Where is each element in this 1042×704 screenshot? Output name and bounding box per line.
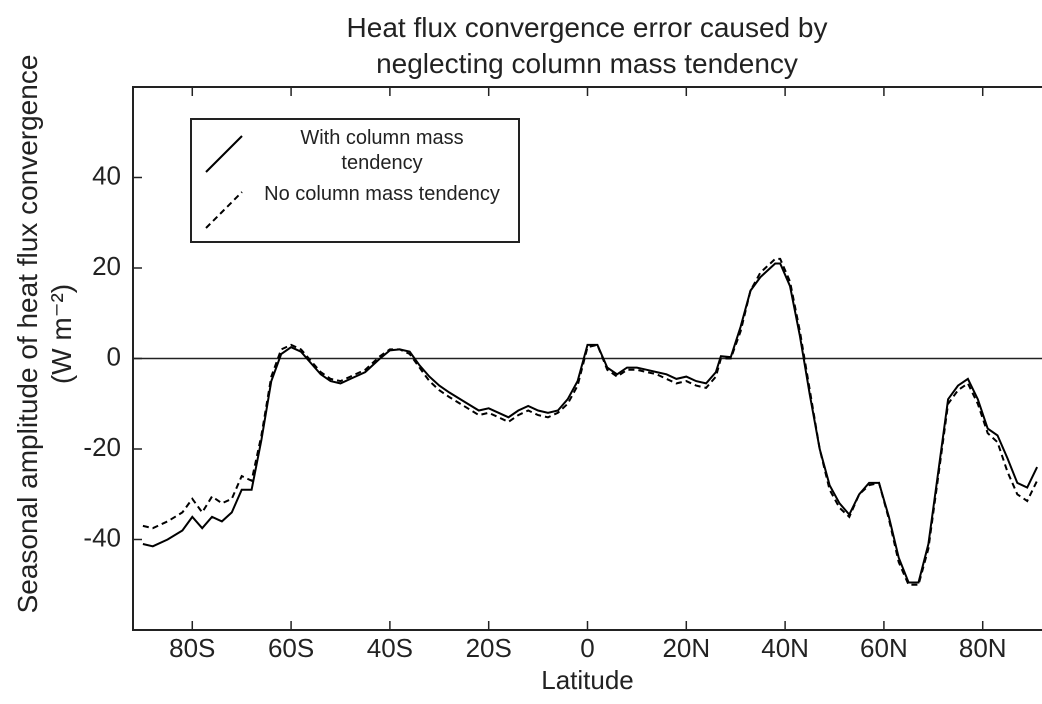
x-tick-label: 60S <box>268 633 314 663</box>
x-tick-label: 0 <box>580 633 594 663</box>
legend-key-solid <box>205 135 243 173</box>
x-tick-label: 80S <box>169 633 215 663</box>
chart-title: Heat flux convergence error caused by ne… <box>346 12 828 79</box>
legend-label: No column mass tendency <box>264 183 500 205</box>
x-tick-label: 20N <box>662 633 710 663</box>
x-tick-label: 40N <box>761 633 809 663</box>
y-tick-label: -20 <box>83 432 121 462</box>
series-line <box>142 262 1038 584</box>
legend-key-dashed <box>205 191 243 229</box>
x-tick-label: 60N <box>860 633 908 663</box>
x-tick-label: 20S <box>466 633 512 663</box>
series-line <box>142 257 1038 586</box>
y-axis-label: Seasonal amplitude of heat flux converge… <box>12 54 77 614</box>
y-tick-label: -40 <box>83 522 121 552</box>
x-axis-label: Latitude <box>541 665 634 695</box>
legend-keys <box>205 135 243 229</box>
plot-frame <box>132 86 1042 631</box>
y-tick-label: 40 <box>92 160 121 190</box>
x-tick-label: 40S <box>367 633 413 663</box>
x-tick-label: 80N <box>959 633 1007 663</box>
y-tick-label: 0 <box>107 341 121 371</box>
legend: With column mass tendency No column mass… <box>190 118 520 243</box>
legend-label: With column mass tendency <box>300 127 464 174</box>
y-tick-label: 20 <box>92 251 121 281</box>
